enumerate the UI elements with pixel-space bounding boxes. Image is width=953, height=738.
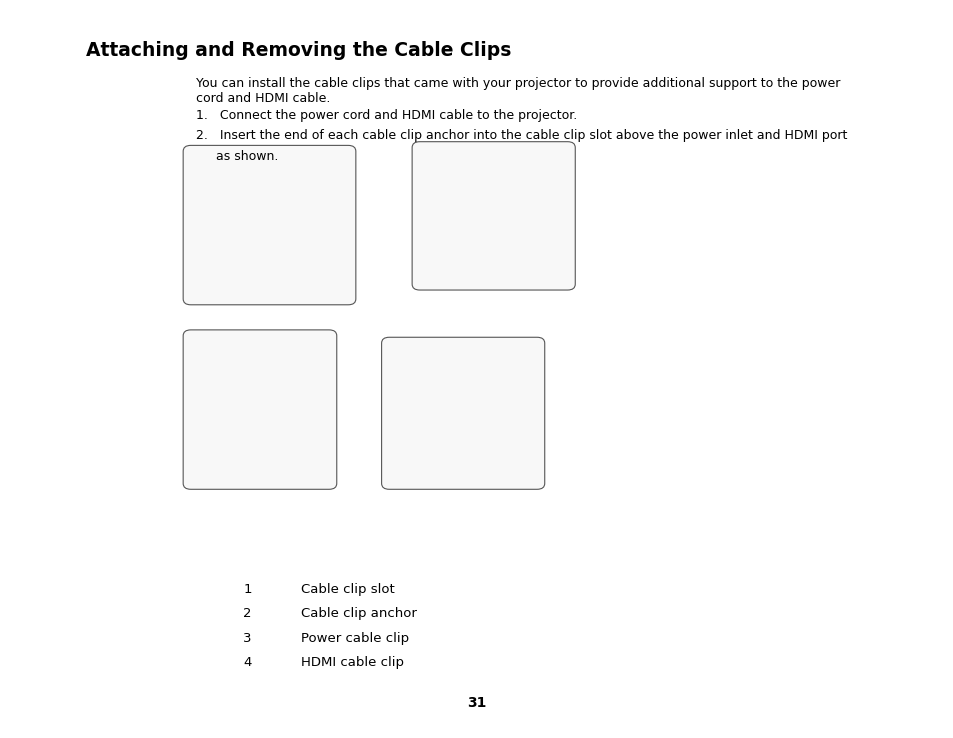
Text: 1: 1 bbox=[243, 583, 252, 596]
Text: 31: 31 bbox=[467, 696, 486, 709]
Text: 1.   Connect the power cord and HDMI cable to the projector.: 1. Connect the power cord and HDMI cable… bbox=[195, 109, 577, 123]
Text: 2: 2 bbox=[243, 607, 252, 621]
FancyBboxPatch shape bbox=[412, 142, 575, 290]
Text: Attaching and Removing the Cable Clips: Attaching and Removing the Cable Clips bbox=[86, 41, 511, 60]
FancyBboxPatch shape bbox=[183, 145, 355, 305]
Text: Power cable clip: Power cable clip bbox=[300, 632, 408, 645]
Text: Cable clip anchor: Cable clip anchor bbox=[300, 607, 416, 621]
Text: 2.   Insert the end of each cable clip anchor into the cable clip slot above the: 2. Insert the end of each cable clip anc… bbox=[195, 129, 846, 142]
Text: HDMI cable clip: HDMI cable clip bbox=[300, 656, 403, 669]
Text: Cable clip slot: Cable clip slot bbox=[300, 583, 394, 596]
FancyBboxPatch shape bbox=[183, 330, 336, 489]
Text: You can install the cable clips that came with your projector to provide additio: You can install the cable clips that cam… bbox=[195, 77, 839, 106]
Text: as shown.: as shown. bbox=[195, 150, 277, 163]
FancyBboxPatch shape bbox=[381, 337, 544, 489]
Text: 4: 4 bbox=[243, 656, 252, 669]
Text: 3: 3 bbox=[243, 632, 252, 645]
